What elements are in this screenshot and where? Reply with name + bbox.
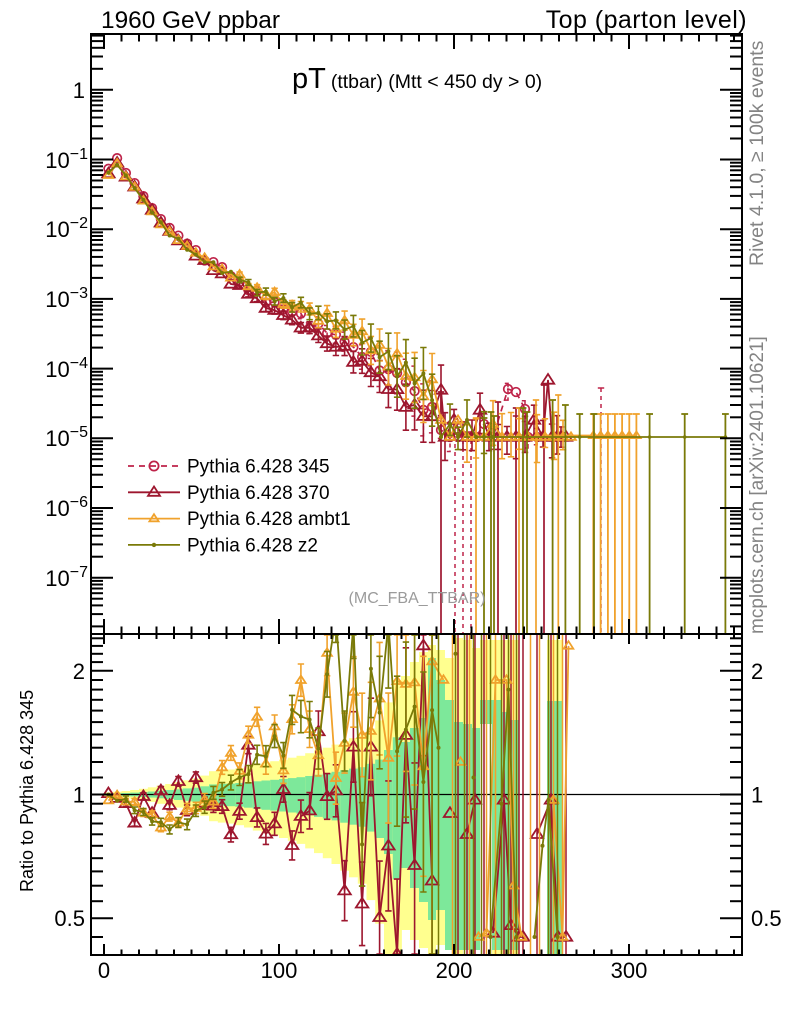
svg-text:1960 GeV ppbar: 1960 GeV ppbar	[101, 7, 280, 34]
svg-text:300: 300	[611, 958, 648, 983]
svg-text:200: 200	[436, 958, 473, 983]
svg-text:2: 2	[751, 659, 763, 684]
svg-text:Top (parton level): Top (parton level)	[546, 6, 747, 34]
svg-text:2: 2	[73, 659, 85, 684]
svg-text:mcplots.cern.ch [arXiv:2401.10: mcplots.cern.ch [arXiv:2401.10621]	[747, 336, 768, 634]
svg-text:1: 1	[73, 78, 85, 103]
svg-text:0.5: 0.5	[751, 906, 782, 931]
svg-text:Ratio to Pythia 6.428 345: Ratio to Pythia 6.428 345	[17, 690, 37, 892]
svg-text:1: 1	[73, 783, 85, 808]
svg-text:Pythia 6.428 ambt1: Pythia 6.428 ambt1	[187, 509, 351, 530]
svg-text:Pythia 6.428 370: Pythia 6.428 370	[187, 483, 330, 504]
svg-text:10−1: 10−1	[45, 146, 88, 173]
svg-text:1: 1	[751, 783, 763, 808]
svg-text:(MC_FBA_TTBAR): (MC_FBA_TTBAR)	[349, 590, 486, 607]
svg-text:10−4: 10−4	[45, 355, 88, 382]
svg-text:Pythia 6.428 z2: Pythia 6.428 z2	[187, 535, 318, 556]
svg-text:0: 0	[98, 958, 110, 983]
svg-text:0.5: 0.5	[54, 906, 85, 931]
svg-text:100: 100	[261, 958, 298, 983]
svg-text:Pythia 6.428 345: Pythia 6.428 345	[187, 457, 330, 478]
svg-text:Rivet 4.1.0, ≥ 100k events: Rivet 4.1.0, ≥ 100k events	[746, 40, 768, 266]
